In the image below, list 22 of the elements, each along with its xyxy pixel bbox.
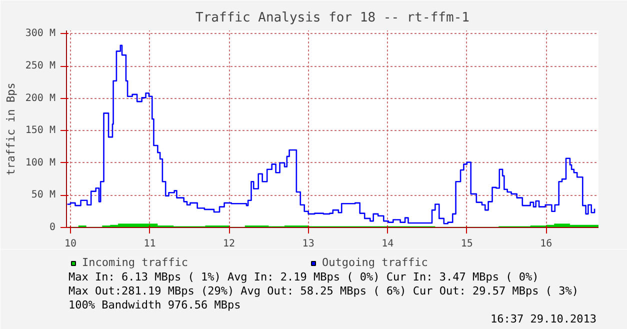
y-tick-label: 200 M: [25, 92, 56, 104]
y-tick-label: 50 M: [31, 190, 56, 201]
y-tick-label: 150 M: [25, 125, 56, 136]
x-tick-label: 12: [223, 238, 236, 250]
legend-label: Incoming traffic: [82, 256, 188, 269]
chart-title: Traffic Analysis for 18 -- rt-ffm-1: [196, 10, 470, 26]
y-axis-title: traffic in Bps: [4, 82, 18, 176]
x-tick-label: 11: [144, 238, 156, 250]
y-tick-label: 300 M: [25, 28, 56, 40]
text: Max Out:281.19 MBps (29%) Avg Out: 58.25 MBps ( 6%) Cur Out: 29.57 MBps ( 3%): [68, 284, 578, 298]
x-tick-label: 13: [302, 238, 314, 250]
y-tick-label: 0: [49, 222, 56, 233]
x-tick-label: 16: [540, 238, 552, 250]
text: 100% Bandwidth 976.56 MBps: [68, 298, 241, 312]
y-tick-label: 100 M: [25, 157, 56, 168]
x-tick-label: 15: [460, 238, 473, 250]
text: Max In: 6.13 MBps ( 1%) Avg In: 2.19 MBps ( 0%) Cur In: 3.47 MBps ( 0%): [68, 270, 539, 284]
legend-label: Outgoing traffic: [322, 256, 428, 269]
x-tick-label: 10: [64, 238, 76, 250]
x-tick-label: 14: [382, 238, 394, 250]
text: 16:37 29.10.2013: [490, 312, 597, 326]
y-tick-label: 250 M: [25, 60, 56, 72]
